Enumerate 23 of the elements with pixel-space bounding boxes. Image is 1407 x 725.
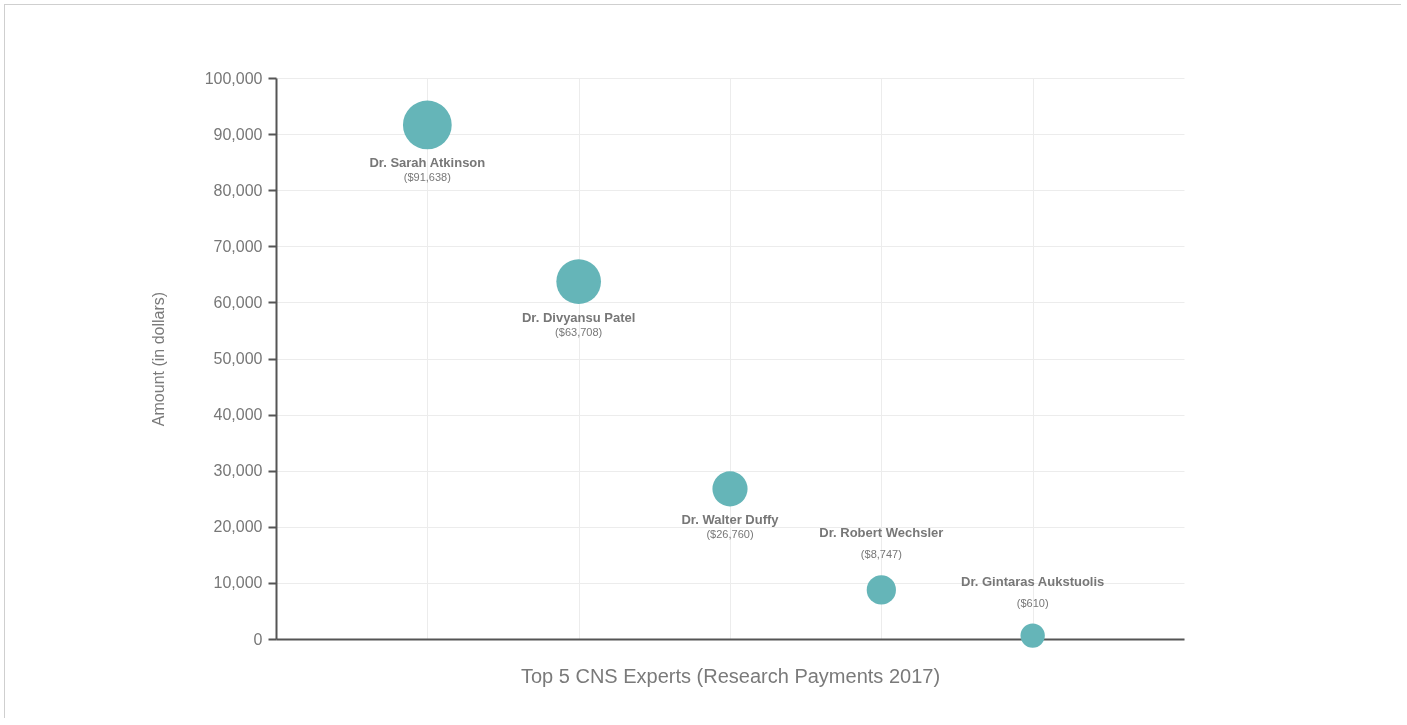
y-tick-label: 20,000 bbox=[213, 518, 263, 536]
y-tick-label: 60,000 bbox=[213, 293, 263, 311]
y-tick-label: 80,000 bbox=[213, 181, 263, 199]
y-tick-label: 30,000 bbox=[213, 462, 263, 480]
x-axis-title: Top 5 CNS Experts (Research Payments 2017) bbox=[520, 664, 941, 687]
data-label: ($610) bbox=[1016, 596, 1049, 609]
y-tick-label: 0 bbox=[253, 630, 263, 648]
y-tick-label: 70,000 bbox=[213, 237, 263, 255]
x-tick-label: Dr. Divyansu Patel bbox=[521, 309, 636, 325]
data-label: ($63,708) bbox=[555, 325, 603, 338]
x-tick-label: Dr. Walter Duffy bbox=[681, 511, 780, 527]
x-tick-label: Dr. Gintaras Aukstuolis bbox=[961, 573, 1105, 589]
data-label: ($91,638) bbox=[403, 171, 451, 184]
data-label: ($8,747) bbox=[860, 548, 902, 561]
x-tick-label: Dr. Robert Wechsler bbox=[819, 525, 944, 541]
data-label: ($26,760) bbox=[706, 527, 754, 540]
x-tick-label: Dr. Sarah Atkinson bbox=[369, 155, 486, 171]
y-tick-label: 40,000 bbox=[213, 406, 263, 424]
y-tick-label: 50,000 bbox=[213, 350, 263, 367]
y-tick-label: 90,000 bbox=[213, 125, 263, 143]
y-tick-label: 100,000 bbox=[204, 69, 263, 87]
y-tick-label: 10,000 bbox=[213, 574, 263, 592]
y-axis-title: Amount (in dollars) bbox=[149, 291, 167, 427]
